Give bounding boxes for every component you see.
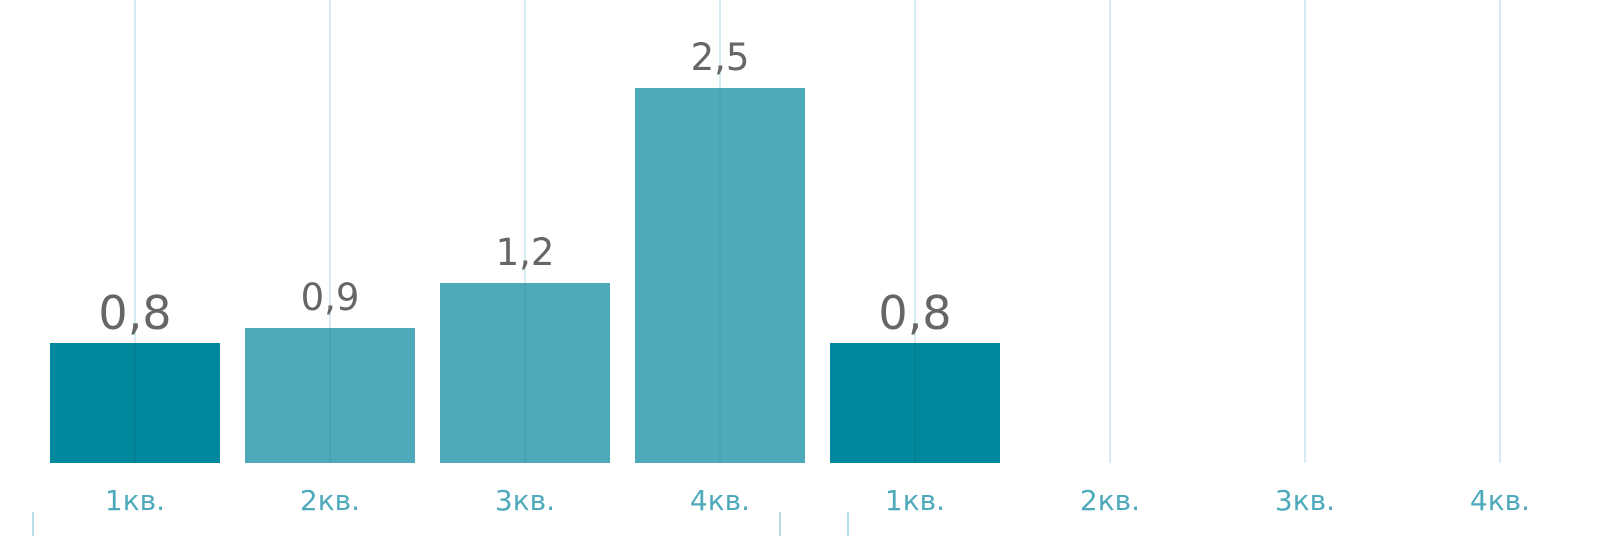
tick-label-6: 3кв. [1275, 484, 1335, 517]
tick-label-7: 4кв. [1470, 484, 1530, 517]
gridlines-overlay [134, 88, 916, 463]
tick-label-0: 1кв. [105, 484, 165, 517]
bar-4 [830, 343, 1000, 463]
tick-label-3: 4кв. [690, 484, 750, 517]
value-label-1: 0,9 [301, 276, 360, 319]
tick-label-2: 3кв. [495, 484, 555, 517]
value-label-2: 1,2 [496, 231, 555, 274]
value-label-3: 2,5 [691, 36, 750, 79]
bar-3 [635, 88, 805, 463]
x-axis-tick-labels: 1кв. 2кв. 3кв. 4кв. 1кв. 2кв. 3кв. 4кв. [105, 484, 1530, 517]
x-axis-ticks [32, 512, 849, 536]
gridlines [134, 0, 1501, 463]
bar-2 [440, 283, 610, 463]
bars [50, 88, 1000, 463]
value-labels: 0,8 0,9 1,2 2,5 0,8 [98, 36, 951, 340]
value-label-0: 0,8 [98, 286, 171, 340]
tick-label-1: 2кв. [300, 484, 360, 517]
bar-1 [245, 328, 415, 463]
value-label-4: 0,8 [878, 286, 951, 340]
tick-label-5: 2кв. [1080, 484, 1140, 517]
tick-label-4: 1кв. [885, 484, 945, 517]
bar-0 [50, 343, 220, 463]
